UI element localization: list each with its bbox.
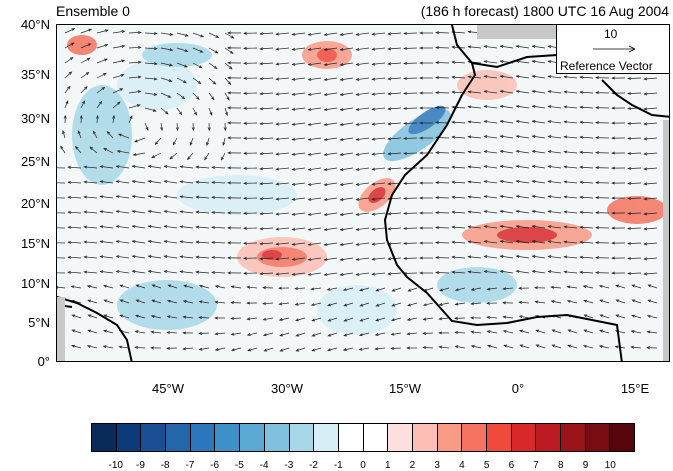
colorbar-tick-label: 8 [558,460,564,471]
colorbar-tick-label: 10 [604,460,616,471]
colorbar-tick-label: 7 [533,460,539,471]
colorbar-tick-label: -9 [136,460,145,471]
lat-label-30n: 30°N [20,111,50,126]
colorbar-tick-label: -5 [234,460,244,471]
colorbar-tick-label: 0 [360,460,366,471]
colorbar-tick-label: -4 [259,460,269,471]
colorbar-box [363,424,389,451]
colorbar-tick-label: -10 [108,460,123,471]
colorbar-box [166,424,191,451]
anomaly-shading [67,35,667,335]
lat-label-25n: 25°N [20,154,50,169]
colorbar [91,423,635,452]
lon-label-30w: 30°W [271,381,303,396]
colorbar-box [141,424,167,451]
colorbar-box [610,424,635,451]
lon-label-15w: 15°W [389,381,421,396]
colorbar-box [437,424,463,451]
colorbar-tick-label: -2 [309,460,318,471]
colorbar-tick-label: -8 [160,460,170,471]
colorbar-box [190,424,216,451]
colorbar-box [215,424,241,451]
colorbar-tick-label: 1 [384,460,391,471]
colorbar-tick-label: 9 [582,460,589,471]
forecast-time-title: (186 h forecast) 1800 UTC 16 Aug 2004 [420,3,669,19]
colorbar-box [561,424,586,451]
colorbar-tick-label: -1 [333,460,343,471]
reference-vector-arrow-icon [593,45,636,53]
colorbar-box [585,424,611,451]
colorbar-tick-label: -7 [185,460,195,471]
reference-vector-label: Reference Vector [560,59,653,73]
lat-label-20n: 20°N [20,196,50,211]
colorbar-box [388,424,413,451]
lon-label-0: 0° [511,381,525,396]
lon-label-15e: 15°E [620,381,650,396]
colorbar-box [536,424,562,451]
map-panel [56,24,670,362]
lat-label-10n: 10°N [20,276,50,291]
colorbar-tick-label: -6 [210,460,220,471]
colorbar-box [462,424,487,451]
colorbar-tick-label: 6 [508,460,515,471]
lat-label-5n: 5°N [28,315,50,330]
lat-label-35n: 35°N [20,67,50,82]
colorbar-box [289,424,315,451]
colorbar-tick-label: 5 [483,460,490,471]
colorbar-box [511,424,537,451]
reference-vector-box: 10 Reference Vector [556,24,670,74]
lat-label-40n: 40°N [20,17,50,32]
lat-label-0: 0° [37,354,50,369]
colorbar-box [92,424,117,451]
colorbar-tick-label: 2 [409,460,416,471]
colorbar-box [116,424,142,451]
colorbar-tick-label: 3 [434,460,440,471]
lat-label-15n: 15°N [20,236,50,251]
panel-title: Ensemble 0 [56,3,130,19]
colorbar-box [240,424,265,451]
colorbar-tick-label: 4 [459,460,465,471]
colorbar-box [264,424,290,451]
colorbar-box [412,424,438,451]
wind-vectors [57,28,658,352]
colorbar-box [338,424,364,451]
colorbar-tick-label: -3 [284,460,294,471]
colorbar-box [487,424,512,451]
colorbar-box [314,424,339,451]
map-canvas [57,25,669,361]
reference-vector-magnitude: 10 [604,27,618,41]
lon-label-45w: 45°W [152,381,184,396]
